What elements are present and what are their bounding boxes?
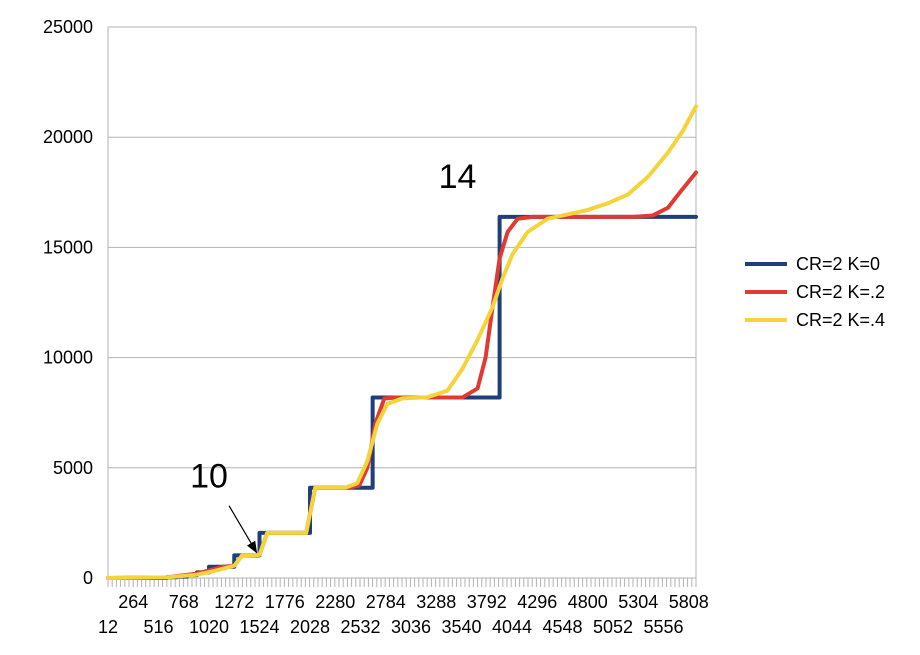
y-tick-label: 5000 [53, 458, 93, 478]
x-tick-label: 3540 [441, 617, 481, 637]
y-tick-label: 15000 [43, 237, 93, 257]
x-tick-label: 264 [118, 592, 148, 612]
x-tick-label: 3036 [391, 617, 431, 637]
series-lines [106, 104, 698, 580]
x-tick-label: 3288 [416, 592, 456, 612]
x-tick-label: 4800 [568, 592, 608, 612]
legend-label-0: CR=2 K=0 [796, 254, 880, 274]
annotations: 10 14 [190, 158, 477, 554]
x-tick-label: 1776 [265, 592, 305, 612]
y-tick-label: 10000 [43, 348, 93, 368]
x-tick-label: 3792 [467, 592, 507, 612]
x-tick-label: 12 [98, 617, 118, 637]
x-tick-label: 5304 [618, 592, 658, 612]
legend-label-1: CR=2 K=.2 [796, 282, 885, 302]
x-tick-label: 2784 [366, 592, 406, 612]
y-tick-label: 20000 [43, 127, 93, 147]
plot-background [108, 27, 696, 578]
x-tick-label: 4548 [543, 617, 583, 637]
y-tick-label: 25000 [43, 17, 93, 37]
x-tick-label: 5556 [644, 617, 684, 637]
x-tick-label: 4044 [492, 617, 532, 637]
legend: CR=2 K=0 CR=2 K=.2 CR=2 K=.4 [745, 254, 885, 330]
x-tick-label: 1020 [189, 617, 229, 637]
y-tick-label: 0 [83, 568, 93, 588]
x-tick-label: 2280 [315, 592, 355, 612]
x-tick-label: 5052 [593, 617, 633, 637]
x-tick-label: 5808 [669, 592, 709, 612]
x-tick-label: 516 [143, 617, 173, 637]
annotation-label: 10 [190, 458, 228, 496]
x-tick-label: 4296 [517, 592, 557, 612]
legend-label-2: CR=2 K=.4 [796, 310, 885, 330]
x-tick-label: 1272 [214, 592, 254, 612]
annotation-label: 14 [439, 158, 477, 196]
x-tick-label: 2532 [340, 617, 380, 637]
x-axis: 264 768 1272 1776 2280 2784 3288 3792 4296 4800 53… [98, 577, 709, 637]
x-tick-label: 1524 [239, 617, 279, 637]
x-tick-label: 2028 [290, 617, 330, 637]
series-line-2 [106, 104, 698, 580]
y-axis: 0 5000 10000 15000 20000 25000 [43, 17, 93, 588]
x-tick-label: 768 [169, 592, 199, 612]
annotation-arrow [228, 505, 258, 554]
